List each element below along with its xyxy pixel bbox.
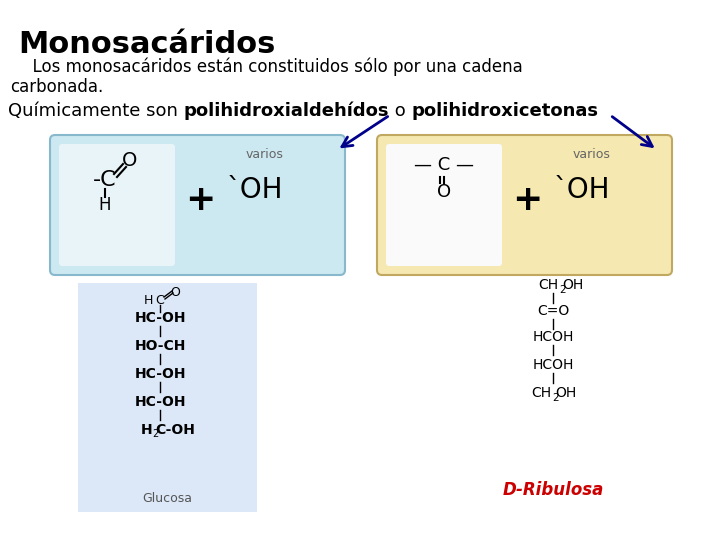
Text: H: H xyxy=(143,294,153,307)
Text: varios: varios xyxy=(573,148,611,161)
Text: OH: OH xyxy=(555,386,577,400)
Text: +: + xyxy=(185,183,215,217)
Text: carbonada.: carbonada. xyxy=(10,78,103,96)
Text: — C —: — C — xyxy=(414,156,474,174)
Text: O: O xyxy=(437,183,451,201)
Text: C=O: C=O xyxy=(537,304,569,318)
Text: C-OH: C-OH xyxy=(155,423,195,437)
Text: D-Ribulosa: D-Ribulosa xyxy=(503,481,603,499)
Text: 2: 2 xyxy=(553,393,559,403)
Text: polihidroxicetonas: polihidroxicetonas xyxy=(412,102,598,120)
Text: varios: varios xyxy=(246,148,284,161)
Text: H: H xyxy=(141,423,153,437)
Text: HC-OH: HC-OH xyxy=(134,367,186,381)
Text: HCOH: HCOH xyxy=(532,330,574,344)
Text: HO-CH: HO-CH xyxy=(135,339,186,353)
Text: -C: -C xyxy=(93,170,117,190)
FancyBboxPatch shape xyxy=(50,135,345,275)
Text: `OH: `OH xyxy=(554,176,611,204)
Text: CH: CH xyxy=(531,386,551,400)
Text: `OH: `OH xyxy=(227,176,283,204)
Text: CH: CH xyxy=(538,278,558,292)
Text: o: o xyxy=(389,102,412,120)
Text: HC-OH: HC-OH xyxy=(134,311,186,325)
Text: Monosacáridos: Monosacáridos xyxy=(18,30,275,59)
Text: Los monosacáridos están constituidos sólo por una cadena: Los monosacáridos están constituidos sól… xyxy=(22,57,523,76)
Text: O: O xyxy=(122,151,138,170)
Text: HC-OH: HC-OH xyxy=(134,395,186,409)
FancyBboxPatch shape xyxy=(59,144,175,266)
Text: HCOH: HCOH xyxy=(532,358,574,372)
Text: C: C xyxy=(156,294,164,307)
Text: polihidroxialdehídos: polihidroxialdehídos xyxy=(184,102,389,120)
FancyBboxPatch shape xyxy=(377,135,672,275)
Text: H: H xyxy=(99,196,112,214)
Text: Químicamente son: Químicamente son xyxy=(8,102,184,120)
Text: +: + xyxy=(512,183,542,217)
Text: Glucosa: Glucosa xyxy=(142,491,192,504)
FancyBboxPatch shape xyxy=(386,144,502,266)
FancyBboxPatch shape xyxy=(78,283,257,512)
Text: 2: 2 xyxy=(152,429,158,439)
Text: OH: OH xyxy=(562,278,584,292)
Text: O: O xyxy=(170,286,180,299)
Text: 2: 2 xyxy=(559,285,567,295)
